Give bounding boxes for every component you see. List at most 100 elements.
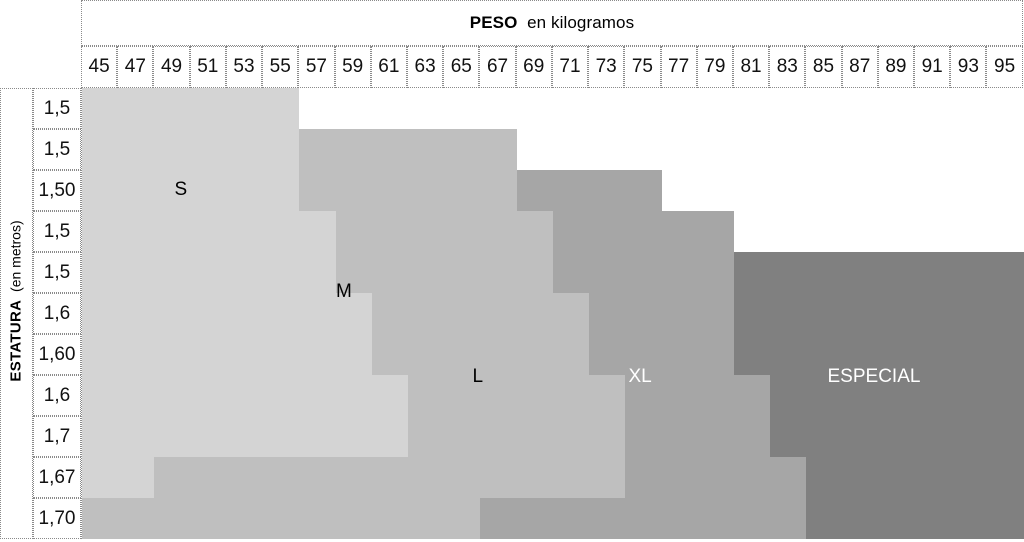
height-label-cell: 1,5 (33, 252, 81, 293)
size-matrix-cell (118, 211, 155, 252)
size-matrix-cell (589, 170, 626, 211)
size-matrix-cell (444, 170, 481, 211)
weight-header-cell: 89 (877, 46, 915, 88)
weight-header-cell: 53 (225, 46, 263, 88)
weight-header-cell: 47 (117, 46, 154, 88)
size-matrix-cell (697, 211, 734, 252)
size-matrix-cell (697, 170, 734, 211)
size-matrix-cell (552, 498, 590, 539)
size-matrix-cell (299, 88, 336, 129)
size-matrix-cell (371, 252, 408, 293)
size-matrix-cell (770, 88, 807, 129)
size-matrix-cell (82, 457, 119, 498)
size-matrix-row (82, 211, 1024, 252)
size-matrix-cell (190, 293, 227, 334)
size-matrix-cell (516, 457, 553, 498)
size-matrix-cell (915, 375, 952, 416)
size-matrix-cell (589, 88, 626, 129)
size-matrix-cell (878, 252, 916, 293)
size-matrix-cell (589, 498, 626, 539)
size-matrix-cell (661, 375, 698, 416)
size-matrix-cell (82, 88, 119, 129)
size-matrix-cell (371, 375, 408, 416)
size-matrix-cell (190, 457, 227, 498)
size-matrix-cell (661, 211, 698, 252)
estatura-title-bold: ESTATURA (8, 299, 25, 382)
size-matrix-cell (842, 88, 879, 129)
size-matrix-cell (733, 375, 771, 416)
size-matrix-cell (263, 334, 300, 375)
size-matrix-cell (118, 334, 155, 375)
size-matrix-cell (552, 170, 590, 211)
size-matrix-cell (552, 416, 590, 457)
size-matrix-cell (770, 211, 807, 252)
height-label-cell: 1,7 (33, 416, 81, 457)
size-matrix-cell (987, 375, 1024, 416)
size-matrix-cell (335, 334, 372, 375)
size-matrix-cell (480, 293, 517, 334)
size-matrix-cell (697, 252, 734, 293)
weight-header-cell: 71 (551, 46, 589, 88)
size-matrix-cell (878, 375, 916, 416)
weight-header-cell: 45 (81, 46, 118, 88)
size-matrix-cell (951, 211, 988, 252)
size-matrix-cell (226, 498, 264, 539)
size-matrix-row (82, 457, 1024, 498)
size-matrix-cell (589, 211, 626, 252)
size-matrix-cell (118, 129, 155, 170)
size-matrix-cell (806, 293, 843, 334)
size-matrix-cell (697, 293, 734, 334)
weight-header-cell: 55 (262, 46, 299, 88)
size-matrix-cell (299, 252, 336, 293)
size-matrix-cell (625, 293, 662, 334)
size-matrix-cell (951, 498, 988, 539)
size-matrix-cell (552, 129, 590, 170)
size-matrix-cell (190, 170, 227, 211)
size-matrix-cell (516, 334, 553, 375)
weight-header-cell: 75 (624, 46, 661, 88)
size-matrix-row (82, 334, 1024, 375)
size-matrix-cell (915, 416, 952, 457)
size-matrix-cell (226, 457, 264, 498)
size-matrix-cell (770, 375, 807, 416)
size-matrix-cell (371, 88, 408, 129)
weight-header-cell: 59 (334, 46, 371, 88)
size-matrix-cell (733, 498, 771, 539)
size-matrix-cell (335, 170, 372, 211)
size-matrix-cell (407, 293, 445, 334)
size-matrix-cell (371, 416, 408, 457)
weight-header-cell: 85 (805, 46, 842, 88)
size-matrix-cell (154, 457, 191, 498)
size-matrix-cell (335, 252, 372, 293)
size-matrix-cell (878, 498, 916, 539)
size-matrix-cell (299, 170, 336, 211)
size-matrix-cell (806, 498, 843, 539)
size-matrix-cell (335, 416, 372, 457)
size-matrix-cell (154, 211, 191, 252)
size-matrix-cell (842, 129, 879, 170)
size-matrix-cell (190, 334, 227, 375)
size-matrix-cell (733, 334, 771, 375)
size-matrix-cell (407, 457, 445, 498)
size-matrix-cell (480, 416, 517, 457)
peso-title-rest: en kilogramos (517, 13, 635, 32)
size-matrix-cell (552, 457, 590, 498)
weight-header-cell: 65 (443, 46, 480, 88)
size-matrix-cell (552, 211, 590, 252)
size-matrix-cell (842, 211, 879, 252)
size-matrix-cell (806, 334, 843, 375)
size-matrix-row (82, 170, 1024, 211)
size-matrix-cell (625, 334, 662, 375)
size-matrix-cell (878, 129, 916, 170)
size-matrix-cell (371, 457, 408, 498)
size-matrix-cell (589, 375, 626, 416)
size-matrix-cell (806, 252, 843, 293)
size-matrix-cell (190, 129, 227, 170)
size-matrix-cell (226, 416, 264, 457)
size-matrix-cell (263, 88, 300, 129)
size-matrix-cell (951, 375, 988, 416)
size-matrix-cell (226, 293, 264, 334)
height-label-cell: 1,50 (33, 170, 81, 211)
size-matrix-cell (516, 129, 553, 170)
size-matrix-cell (82, 293, 119, 334)
